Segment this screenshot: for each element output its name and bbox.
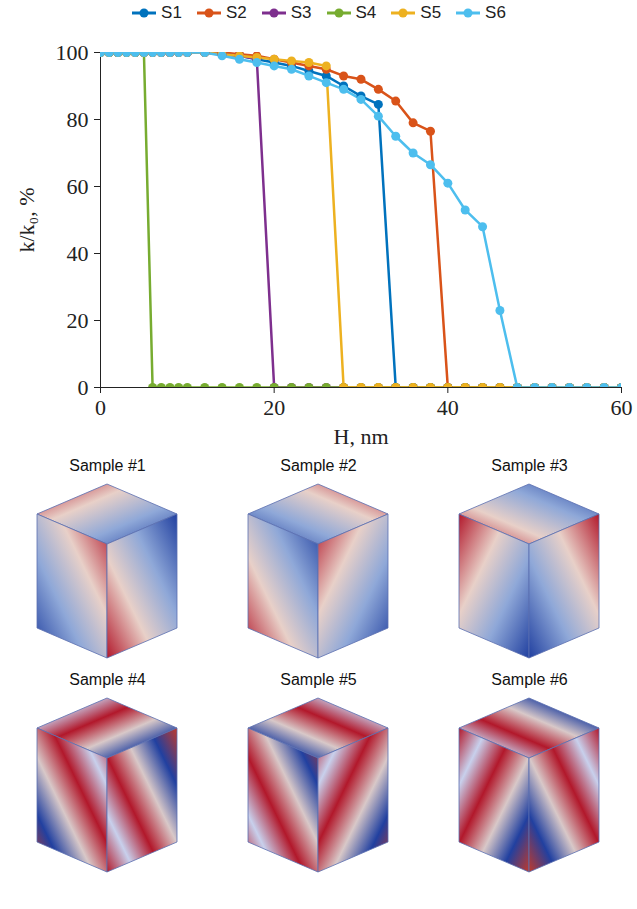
svg-text:80: 80 [67,107,89,132]
svg-text:100: 100 [56,40,89,65]
svg-text:20: 20 [67,308,89,333]
html-text:Sample #4: Sample #4 [69,671,146,688]
html-text:S5: S5 [420,3,442,22]
svg-text:40: 40 [437,395,459,420]
html-text:Sample #2: Sample #2 [280,457,357,474]
svg-text:40: 40 [67,241,89,266]
svg-text:H, nm: H, nm [334,424,389,449]
html-text:S1: S1 [161,3,182,22]
svg-text:k/k₀, %: k/k₀, % [14,187,39,252]
svg-text:60: 60 [611,395,633,420]
svg-text:0: 0 [78,375,89,400]
svg-text:0: 0 [95,395,106,420]
html-text:S4: S4 [355,3,377,22]
html-text:Sample #3: Sample #3 [491,457,568,474]
html-text:S6: S6 [485,3,506,22]
svg-text:60: 60 [67,174,89,199]
html-text:Sample #6: Sample #6 [491,671,568,688]
html-text:Sample #1: Sample #1 [69,457,146,474]
html-text:Sample #5: Sample #5 [280,671,357,688]
html-text:S3: S3 [290,3,312,22]
svg-text:20: 20 [263,395,285,420]
html-text:S2: S2 [225,3,247,22]
